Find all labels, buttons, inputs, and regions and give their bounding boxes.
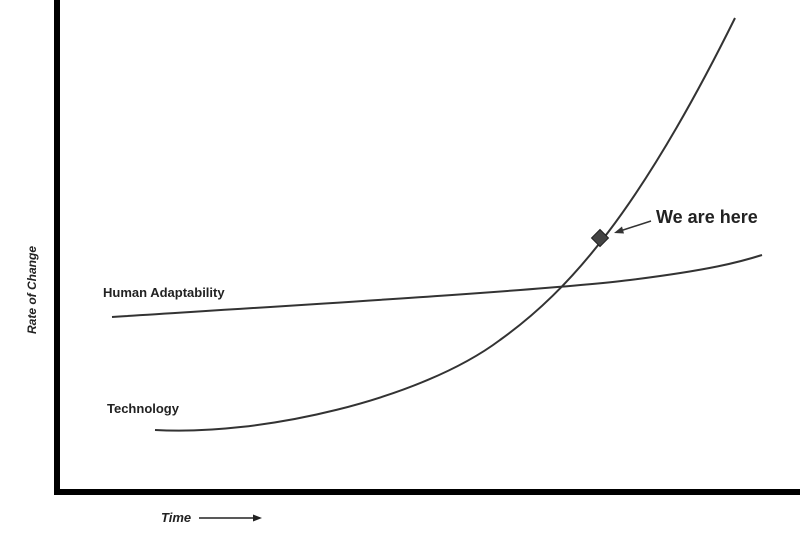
annotation-arrow [619, 220, 652, 232]
marker [590, 228, 610, 248]
annotation: We are here [656, 207, 758, 227]
annotation-arrow-head [614, 226, 624, 234]
human-adaptability-curve [111, 254, 763, 318]
y-axis-label: Rate of Change [25, 246, 39, 334]
curve-label: Technology [107, 401, 180, 416]
technology-curve [154, 17, 736, 432]
x-axis-label: Time [161, 510, 191, 525]
curve-label: Human Adaptability [103, 285, 225, 300]
x-arrow-head [253, 514, 262, 522]
